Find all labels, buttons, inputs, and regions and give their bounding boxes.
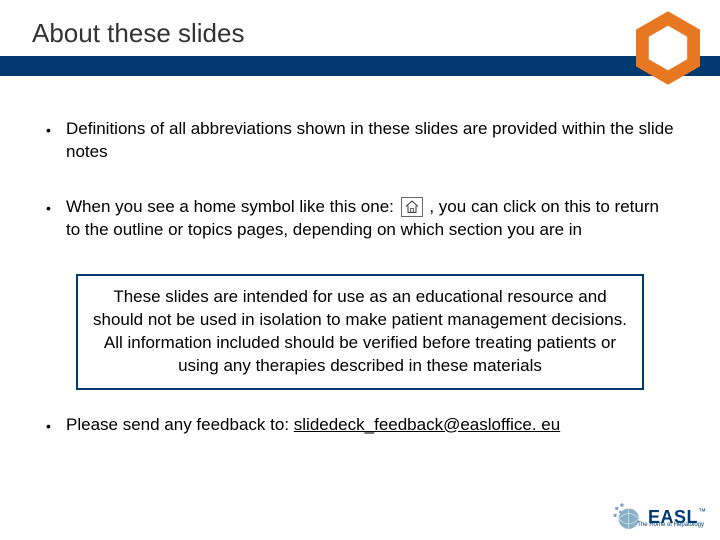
footer-tagline: The Home of Hepatology	[637, 522, 704, 528]
disclaimer-box: These slides are intended for use as an …	[76, 274, 644, 390]
bullet-dot-icon: •	[46, 414, 66, 436]
footer-logo: EASL™ The Home of Hepatology	[610, 500, 706, 534]
slide-header: About these slides	[0, 0, 720, 78]
globe-icon	[610, 500, 644, 534]
slide-title: About these slides	[32, 18, 244, 49]
feedback-email-link[interactable]: slidedeck_feedback@easloffice. eu	[294, 415, 560, 434]
bullet-text: Please send any feedback to: slidedeck_f…	[66, 414, 674, 437]
bullet-item: • Definitions of all abbreviations shown…	[46, 118, 674, 164]
bullet-text: Definitions of all abbreviations shown i…	[66, 118, 674, 164]
header-bar	[0, 56, 720, 76]
bullet-dot-icon: •	[46, 196, 66, 218]
disclaimer-text: These slides are intended for use as an …	[93, 287, 627, 375]
hexagon-logo-icon	[628, 8, 708, 88]
feedback-label: Please send any feedback to:	[66, 415, 294, 434]
bullet-text-before: When you see a home symbol like this one…	[66, 197, 399, 216]
home-icon[interactable]	[401, 197, 423, 217]
bullet-item: • Please send any feedback to: slidedeck…	[46, 414, 674, 437]
trademark-icon: ™	[698, 507, 706, 516]
slide-body: • Definitions of all abbreviations shown…	[0, 78, 720, 436]
bullet-item: • When you see a home symbol like this o…	[46, 196, 674, 242]
bullet-dot-icon: •	[46, 118, 66, 140]
bullet-text: When you see a home symbol like this one…	[66, 196, 674, 242]
